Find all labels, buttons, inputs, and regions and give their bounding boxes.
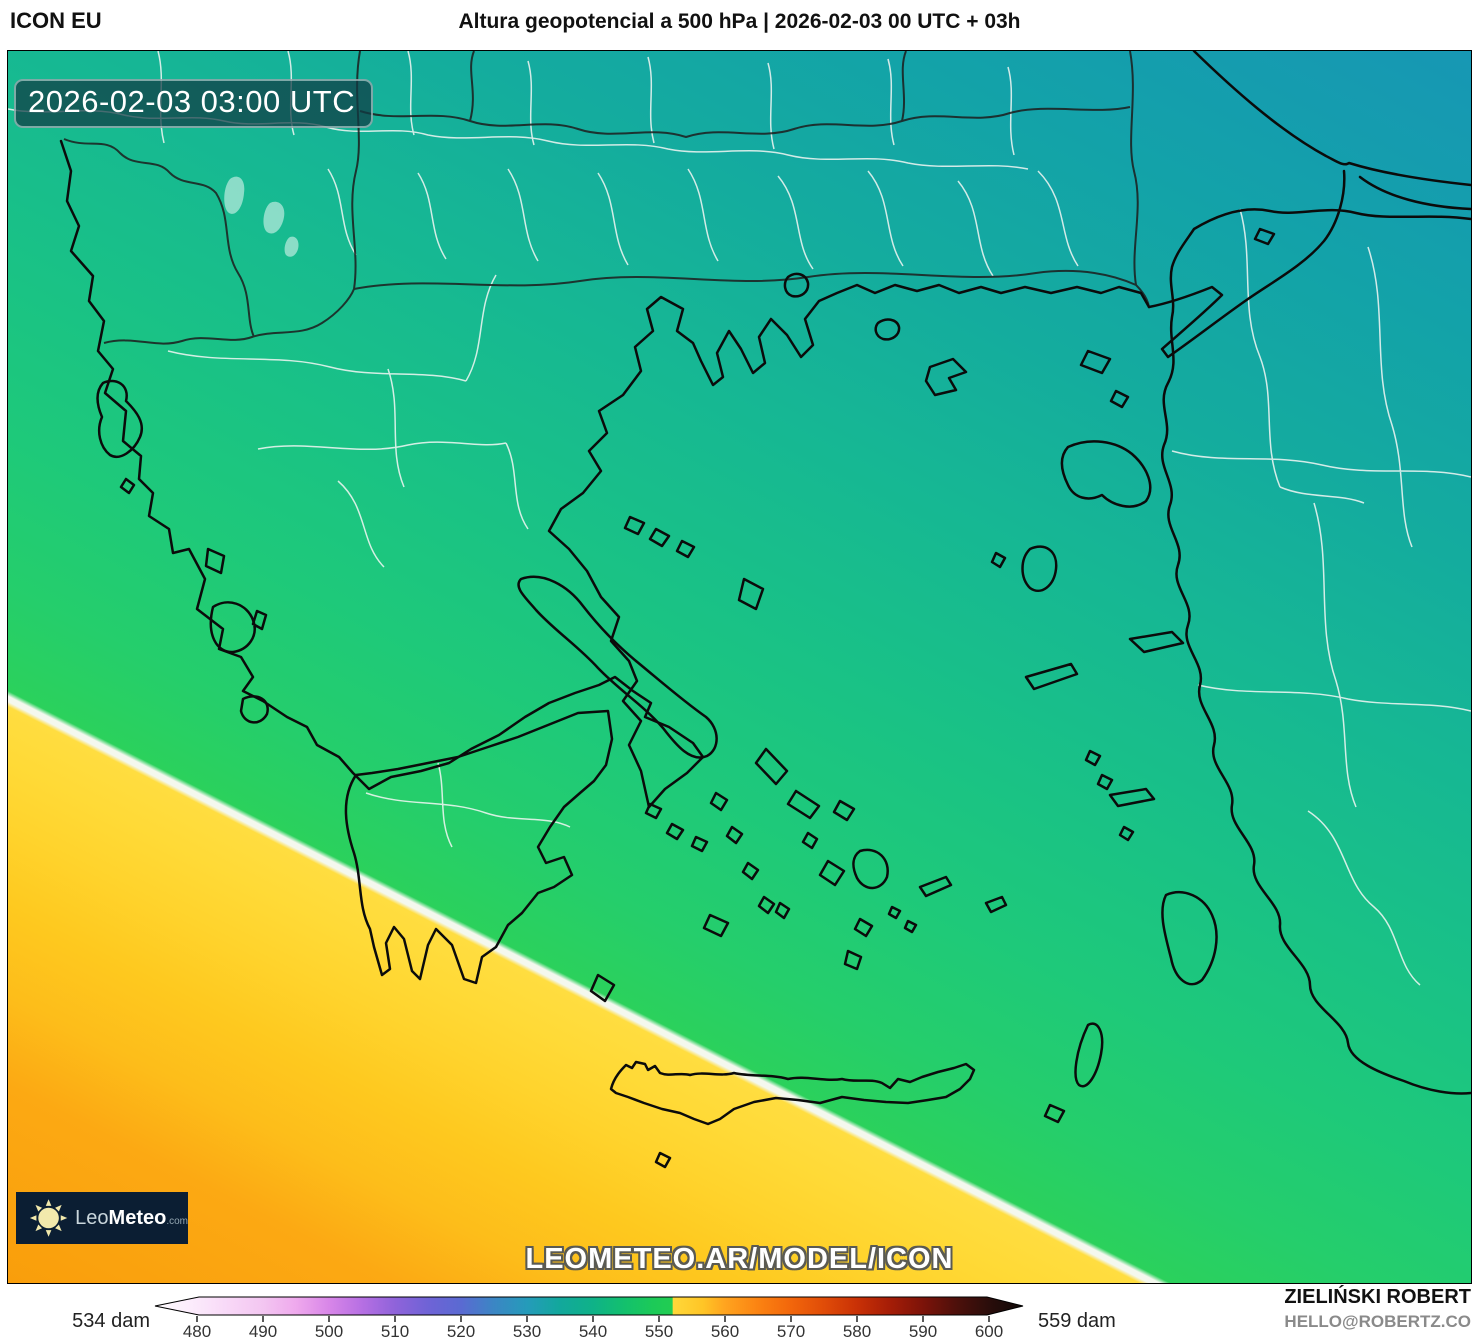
logo-brand-light: Leo [75,1206,109,1229]
colorbar-tick-label: 520 [446,1322,476,1338]
map-title: Altura geopotencial a 500 hPa | 2026-02-… [458,10,1021,33]
colorbar-tick-label: 600 [974,1322,1004,1338]
colorbar-tick-label: 510 [380,1322,410,1338]
timestamp-badge: 2026-02-03 03:00 UTC [14,79,374,128]
coastline-paths [59,51,1471,1169]
colorbar-tick-label: 530 [512,1322,542,1338]
author-email: HELLO@ROBERTZ.CO [1284,1312,1471,1331]
logo-text: LeoMeteo.com [75,1207,188,1230]
sun-icon [29,1199,68,1237]
logo-suffix: .com [166,1215,188,1227]
watermark: LEOMETEO.AR/MODEL/ICON [525,1243,954,1275]
coastlines-svg [8,51,1471,1169]
colorbar-tick-label: 570 [776,1322,806,1338]
colorbar-tick-label: 590 [908,1322,938,1338]
colorbar-tick-label: 500 [314,1322,344,1338]
author-name: ZIELIŃSKI ROBERT [1284,1286,1471,1308]
weather-map: 2026-02-03 03:00 UTC LeoMeteo.com LEOMET… [7,50,1472,1284]
colorbar-tick-label: 550 [644,1322,674,1338]
legend-min-label: 534 dam [72,1310,150,1332]
colorbar-tick-label: 580 [842,1322,872,1338]
colorbar-tick-label: 560 [710,1322,740,1338]
logo-brand-bold: Meteo [108,1206,167,1229]
colorbar-tick-label: 480 [182,1322,212,1338]
legend-colorbar [154,1296,1024,1322]
colorbar-tick-label: 540 [578,1322,608,1338]
leometeo-logo: LeoMeteo.com [16,1192,188,1244]
colorbar-tick-label: 490 [248,1322,278,1338]
country-borders [63,51,1150,345]
legend-max-label: 559 dam [1038,1310,1116,1332]
lakes [224,176,299,257]
model-label: ICON EU [10,8,102,33]
colorbar-ticks [196,1316,990,1322]
